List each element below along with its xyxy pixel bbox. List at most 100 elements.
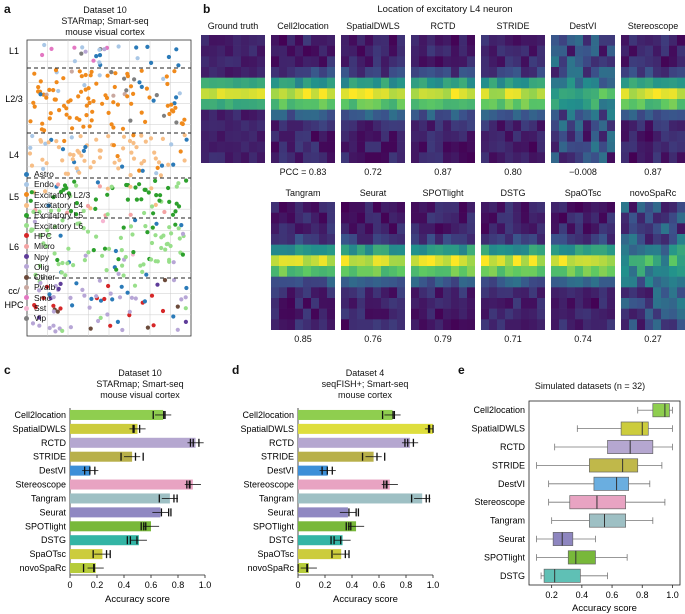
heatmap-cell xyxy=(513,298,522,309)
cell-dot xyxy=(177,236,182,241)
heatmap-cell xyxy=(319,308,328,320)
cell-dot xyxy=(145,230,150,235)
heatmap-cell xyxy=(513,244,522,256)
heatmap-cell xyxy=(327,141,335,153)
category-label: SpaOTsc xyxy=(29,549,66,559)
heatmap-cell xyxy=(209,141,218,153)
heatmap-cell xyxy=(327,45,335,57)
heatmap-cell xyxy=(389,131,398,142)
cell-dot xyxy=(41,295,46,301)
cell-dot xyxy=(171,278,177,283)
heatmap-cell xyxy=(521,109,530,121)
cell-dot xyxy=(137,182,142,187)
cell-dot xyxy=(47,87,52,92)
heatmap-cell xyxy=(217,99,226,110)
heatmap-cell xyxy=(287,120,296,132)
heatmap-cell xyxy=(381,255,390,267)
cell-dot xyxy=(149,186,154,191)
heatmap-cell xyxy=(341,266,350,277)
heatmap-cell xyxy=(629,88,638,100)
heatmap-cell xyxy=(497,308,506,320)
replicate-point xyxy=(385,480,387,489)
replicate-point xyxy=(348,508,350,517)
heatmap-cell xyxy=(419,67,428,78)
heatmap-cell xyxy=(287,35,296,46)
heatmap-cell xyxy=(397,223,405,235)
heatmap-cell xyxy=(669,255,678,267)
cell-dot xyxy=(115,102,120,107)
heatmap-cell xyxy=(521,202,530,213)
cell-dot xyxy=(47,292,52,297)
heatmap-cell xyxy=(349,244,358,256)
heatmap-cell xyxy=(381,99,390,110)
heatmap-cell xyxy=(287,202,296,213)
pcc-score: 0.74 xyxy=(574,334,592,344)
cell-dot xyxy=(154,93,159,98)
heatmap-cell xyxy=(489,212,498,224)
heatmap-cell xyxy=(661,99,670,110)
heatmap-cell xyxy=(357,234,366,245)
heatmap-cell xyxy=(427,319,436,330)
heatmap-cell xyxy=(435,276,444,288)
cell-dot xyxy=(173,105,178,110)
heatmap-cell xyxy=(419,298,428,309)
cell-dot xyxy=(86,250,91,255)
heatmap-cell xyxy=(389,319,398,330)
heatmap-cell xyxy=(669,56,678,68)
x-tick-label: 0.2 xyxy=(319,580,332,590)
heatmap-cell xyxy=(341,120,350,132)
heatmap-cell xyxy=(257,99,265,110)
heatmap-cell xyxy=(397,244,405,256)
cell-dot xyxy=(171,162,176,167)
heatmap-cell xyxy=(629,298,638,309)
heatmap-cell xyxy=(303,319,312,330)
heatmap-cell xyxy=(497,120,506,132)
heatmap-cell xyxy=(575,88,584,100)
heatmap-cell xyxy=(629,287,638,299)
cell-dot xyxy=(28,198,33,203)
heatmap-cell xyxy=(653,234,662,245)
replicate-point xyxy=(145,522,147,531)
legend-dot xyxy=(24,284,29,290)
legend-label: Excitatory L2/3 xyxy=(34,189,91,200)
replicate-point xyxy=(340,536,342,545)
heatmap-cell xyxy=(551,77,560,89)
heatmap-cell xyxy=(559,131,568,142)
pcc-score: −0.008 xyxy=(569,167,597,177)
heatmap-cell xyxy=(225,35,234,46)
category-label: DSTG xyxy=(41,535,66,545)
heatmap-cell xyxy=(279,141,288,153)
heatmap-cell xyxy=(443,223,452,235)
pcc-score: 0.87 xyxy=(434,167,452,177)
heatmap-cell xyxy=(419,223,428,235)
cell-dot xyxy=(125,71,130,76)
cell-dot xyxy=(172,69,177,74)
cell-dot xyxy=(36,85,41,90)
heatmap-cell xyxy=(497,255,506,267)
heatmap-cell xyxy=(327,56,335,68)
heatmap-cell xyxy=(669,276,678,288)
heatmap-cell xyxy=(217,109,226,121)
heatmap-cell xyxy=(637,319,646,330)
heatmap-cell xyxy=(637,109,646,121)
heatmap-cell xyxy=(435,131,444,142)
cell-dot xyxy=(55,309,60,314)
heatmap-cell xyxy=(669,99,678,110)
heatmap-cell xyxy=(397,234,405,245)
replicate-point xyxy=(109,550,111,559)
cell-type-legend: Astro Endo Excitatory L2/3 Excitatory L4 Exc… xyxy=(24,169,144,323)
heatmap-cell xyxy=(397,88,405,100)
heatmap-cell xyxy=(201,88,210,100)
cell-dot xyxy=(129,295,134,300)
cell-dot xyxy=(127,138,133,144)
heatmap-cell xyxy=(459,67,468,78)
heatmap-cell xyxy=(341,223,350,235)
heatmap-cell xyxy=(373,234,382,245)
heatmap-cell xyxy=(529,56,538,68)
heatmap-cell xyxy=(217,77,226,89)
cell-dot xyxy=(156,160,162,165)
heatmap-cell xyxy=(389,234,398,245)
heatmap-cell xyxy=(567,67,576,78)
heatmap-cell xyxy=(621,109,630,121)
heatmap-cell xyxy=(621,255,630,267)
